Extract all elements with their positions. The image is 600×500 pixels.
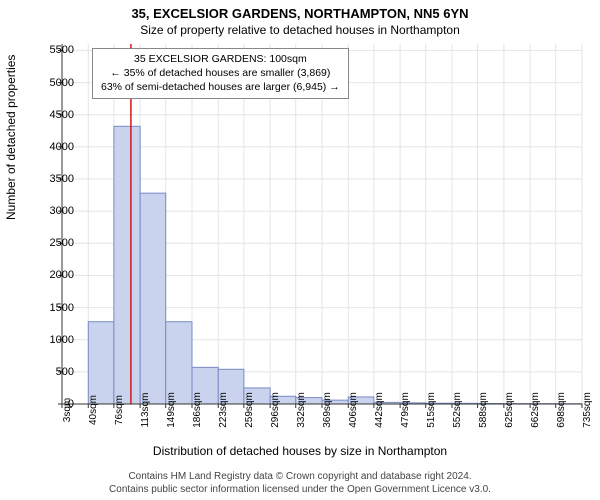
annotation-line1: 35 EXCELSIOR GARDENS: 100sqm [101, 52, 340, 66]
x-tick-label: 296sqm [270, 392, 281, 428]
x-axis-label: Distribution of detached houses by size … [0, 444, 600, 458]
y-tick-label: 500 [34, 366, 74, 378]
x-tick-label: 186sqm [192, 392, 203, 428]
y-tick-label: 5000 [34, 77, 74, 89]
x-tick-label: 406sqm [348, 392, 359, 428]
x-tick-label: 698sqm [556, 392, 567, 428]
footer-line2: Contains public sector information licen… [0, 484, 600, 497]
x-tick-label: 149sqm [166, 392, 177, 428]
footer-line1: Contains HM Land Registry data © Crown c… [0, 471, 600, 484]
x-tick-label: 662sqm [530, 392, 541, 428]
x-tick-label: 259sqm [244, 392, 255, 428]
x-tick-label: 223sqm [218, 392, 229, 428]
y-tick-label: 2000 [34, 269, 74, 281]
x-tick-label: 515sqm [426, 392, 437, 428]
y-tick-label: 4000 [34, 141, 74, 153]
annotation-box: 35 EXCELSIOR GARDENS: 100sqm ← 35% of de… [92, 48, 349, 99]
x-tick-label: 479sqm [400, 392, 411, 428]
y-tick-label: 2500 [34, 237, 74, 249]
x-tick-label: 588sqm [478, 392, 489, 428]
x-tick-label: 369sqm [322, 392, 333, 428]
x-tick-label: 735sqm [582, 392, 593, 428]
chart-container: 35, EXCELSIOR GARDENS, NORTHAMPTON, NN5 … [0, 0, 600, 500]
annotation-line2: ← 35% of detached houses are smaller (3,… [101, 66, 340, 80]
annotation-line3: 63% of semi-detached houses are larger (… [101, 80, 340, 94]
x-tick-label: 76sqm [114, 395, 125, 425]
y-tick-label: 4500 [34, 109, 74, 121]
x-tick-label: 113sqm [140, 393, 151, 428]
y-tick-label: 5500 [34, 44, 74, 56]
y-tick-label: 3000 [34, 205, 74, 217]
x-tick-label: 40sqm [88, 395, 99, 425]
y-axis-label: Number of detached properties [4, 55, 18, 220]
chart-subtitle: Size of property relative to detached ho… [0, 21, 600, 41]
x-tick-label: 625sqm [504, 392, 515, 428]
x-tick-label: 3sqm [62, 398, 73, 422]
y-tick-label: 3500 [34, 173, 74, 185]
y-tick-label: 1000 [34, 334, 74, 346]
x-tick-label: 552sqm [452, 392, 463, 428]
x-tick-label: 442sqm [374, 392, 385, 428]
footer: Contains HM Land Registry data © Crown c… [0, 471, 600, 496]
x-tick-label: 332sqm [296, 392, 307, 428]
chart-title: 35, EXCELSIOR GARDENS, NORTHAMPTON, NN5 … [0, 0, 600, 21]
y-tick-label: 1500 [34, 302, 74, 314]
